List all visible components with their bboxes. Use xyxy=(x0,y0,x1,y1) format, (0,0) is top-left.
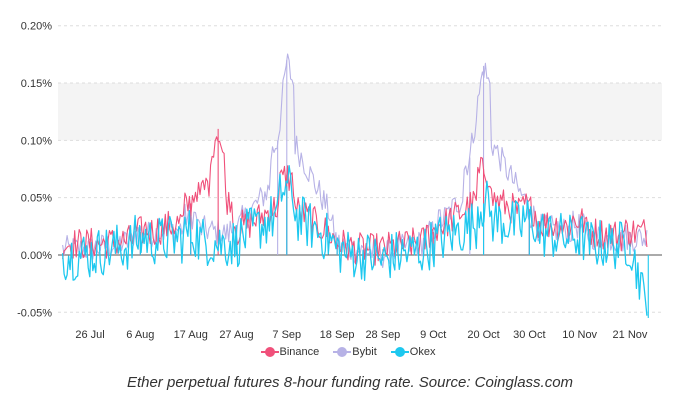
x-tick-label: 10 Nov xyxy=(562,329,597,341)
y-tick-label: 0.15% xyxy=(21,78,52,90)
x-tick-label: 20 Oct xyxy=(467,329,499,341)
chart-canvas: -0.05% 0.00% 0.05% 0.10% 0.15% 0.20% 26 Jul 6 A… xyxy=(17,20,662,341)
series-line-okex xyxy=(61,164,648,316)
x-tick-label: 7 Sep xyxy=(272,329,301,341)
legend-label-binance: Binance xyxy=(279,346,320,358)
chart-legend: Binance Bybit Okex xyxy=(0,346,700,358)
x-tick-label: 26 Jul xyxy=(75,329,104,341)
x-tick-label: 27 Aug xyxy=(219,329,253,341)
x-tick-label: 21 Nov xyxy=(613,329,648,341)
band-shade xyxy=(58,83,662,141)
legend-item-binance[interactable]: Binance xyxy=(260,346,320,358)
series-line-bybit xyxy=(62,53,648,269)
x-tick-label: 30 Oct xyxy=(513,329,545,341)
figure-caption: Ether perpetual futures 8-hour funding r… xyxy=(126,374,574,391)
y-tick-label: -0.05% xyxy=(17,307,52,319)
plot-area xyxy=(58,20,662,318)
y-tick-label: 0.10% xyxy=(21,135,52,147)
y-tick-label: 0.20% xyxy=(21,21,52,33)
x-tick-label: 17 Aug xyxy=(174,329,208,341)
x-tick-label: 28 Sep xyxy=(365,329,400,341)
y-tick-label: 0.05% xyxy=(21,193,52,205)
x-tick-label: 9 Oct xyxy=(420,329,446,341)
legend-item-bybit[interactable]: Bybit xyxy=(333,346,377,358)
okex-swatch-icon xyxy=(390,347,409,357)
x-tick-label: 6 Aug xyxy=(126,329,154,341)
legend-item-okex[interactable]: Okex xyxy=(390,346,436,358)
bybit-swatch-icon xyxy=(333,347,352,357)
binance-swatch-icon xyxy=(260,347,279,357)
legend-label-bybit: Bybit xyxy=(352,346,377,358)
funding-rate-chart: -0.05% 0.00% 0.05% 0.10% 0.15% 0.20% 26 Jul 6 A… xyxy=(0,20,700,358)
series-line-binance xyxy=(62,136,648,266)
x-tick-label: 18 Sep xyxy=(320,329,355,341)
y-tick-label: 0.00% xyxy=(21,250,52,262)
legend-label-okex: Okex xyxy=(409,346,436,358)
